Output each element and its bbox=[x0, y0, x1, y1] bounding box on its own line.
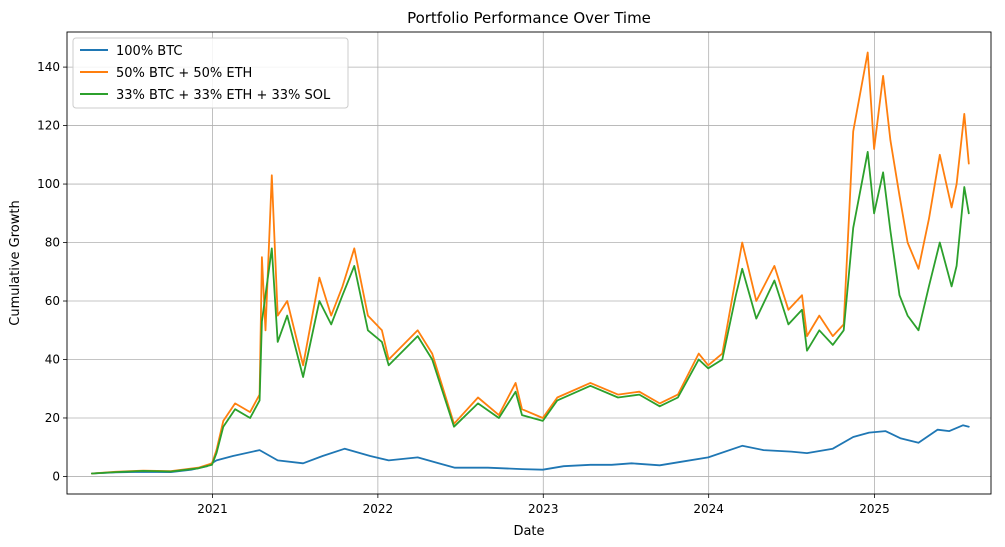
chart-title: Portfolio Performance Over Time bbox=[407, 9, 651, 27]
x-tick-label: 2023 bbox=[528, 502, 559, 516]
y-tick-label: 80 bbox=[45, 236, 60, 250]
y-tick-label: 60 bbox=[45, 294, 60, 308]
y-tick-label: 100 bbox=[37, 177, 60, 191]
series-line-btc bbox=[91, 424, 970, 475]
x-axis-ticks: 2021 2022 2023 2024 2025 bbox=[197, 494, 890, 516]
series-line-btc-eth-sol bbox=[91, 150, 970, 475]
x-tick-label: 2021 bbox=[197, 502, 228, 516]
x-tick-label: 2022 bbox=[363, 502, 394, 516]
legend-box bbox=[72, 37, 349, 109]
plot-frame bbox=[66, 31, 992, 495]
series-layer bbox=[91, 51, 970, 475]
y-tick-label: 0 bbox=[52, 469, 60, 483]
legend-label-btc-eth-sol: 33% BTC + 33% ETH + 33% SOL bbox=[116, 88, 331, 103]
legend-label-btc-eth: 50% BTC + 50% ETH bbox=[116, 66, 252, 81]
grid-lines bbox=[67, 32, 991, 494]
y-tick-label: 40 bbox=[45, 352, 60, 366]
y-axis-label: Cumulative Growth bbox=[8, 200, 23, 325]
x-axis-label: Date bbox=[513, 524, 544, 539]
x-tick-label: 2025 bbox=[859, 502, 890, 516]
y-tick-label: 20 bbox=[45, 411, 60, 425]
y-tick-label: 140 bbox=[37, 60, 60, 74]
legend: 100% BTC 50% BTC + 50% ETH 33% BTC + 33%… bbox=[72, 37, 349, 109]
y-axis-ticks: 0 20 40 60 80 100 120 140 bbox=[37, 60, 67, 483]
x-tick-label: 2024 bbox=[693, 502, 724, 516]
legend-label-btc: 100% BTC bbox=[116, 44, 182, 59]
series-line-btc-eth bbox=[91, 51, 970, 475]
y-tick-label: 120 bbox=[37, 119, 60, 133]
